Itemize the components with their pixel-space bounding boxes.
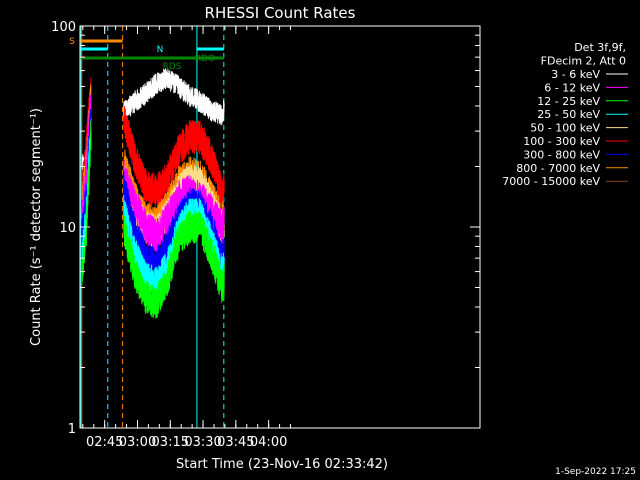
timestamp: 1-Sep-2022 17:25 xyxy=(555,467,636,477)
legend-entry-label: 300 - 800 keV xyxy=(523,148,600,161)
series-trace xyxy=(123,159,225,254)
legend-entry-label: 25 - 50 keV xyxy=(537,108,600,121)
x-tick-label: 03:00 xyxy=(119,435,156,450)
legend-entry-label: 50 - 100 keV xyxy=(530,122,600,135)
chart-title: RHESSI Count Rates xyxy=(205,4,356,22)
flag-label: N xyxy=(157,45,164,55)
y-tick-label: 10 xyxy=(59,221,76,236)
legend-entry-label: 800 - 7000 keV xyxy=(516,162,600,175)
x-tick-label: 04:00 xyxy=(250,435,287,450)
legend-entry-label: 100 - 300 keV xyxy=(523,135,600,148)
flag-label: RDO xyxy=(195,54,215,64)
y-tick-label: 1 xyxy=(68,422,76,437)
legend-entry-label: 7000 - 15000 keV xyxy=(502,175,600,188)
series-trace xyxy=(81,120,92,285)
x-tick-label: 03:15 xyxy=(152,435,189,450)
series-12_25keV xyxy=(81,120,225,319)
y-tick-label: 100 xyxy=(51,20,76,35)
flag-label: RDS xyxy=(163,62,182,72)
legend-entry-label: 12 - 25 keV xyxy=(537,95,600,108)
series-trace xyxy=(123,106,225,209)
y-axis-label: Count Rate (s⁻¹ detector segment⁻¹) xyxy=(29,108,44,346)
legend-header-line: FDecim 2, Att 0 xyxy=(541,55,626,68)
x-axis-label: Start Time (23-Nov-16 02:33:42) xyxy=(176,457,388,472)
legend-header-line: Det 3f,9f, xyxy=(574,41,626,54)
legend-entry-label: 3 - 6 keV xyxy=(551,68,600,81)
x-tick-label: 03:45 xyxy=(217,435,254,450)
series-trace xyxy=(123,68,225,126)
x-tick-label: 02:45 xyxy=(86,435,123,450)
x-tick-label: 03:30 xyxy=(184,435,221,450)
series-trace xyxy=(123,209,225,319)
legend-entry-label: 6 - 12 keV xyxy=(544,81,600,94)
flag-label: S xyxy=(69,37,75,47)
